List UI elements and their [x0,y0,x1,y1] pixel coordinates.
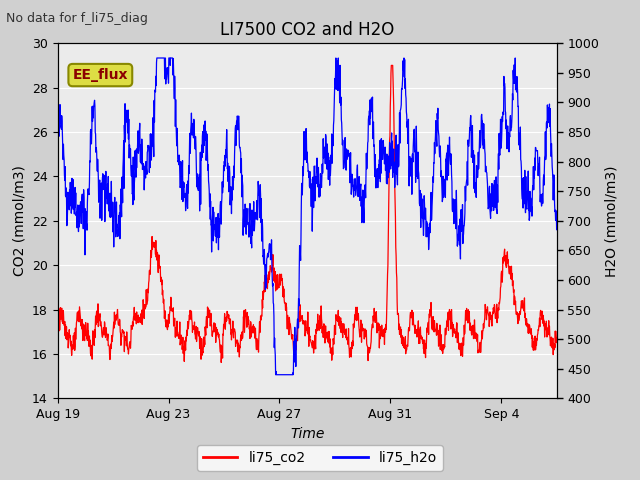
Text: No data for f_li75_diag: No data for f_li75_diag [6,12,148,25]
Y-axis label: CO2 (mmol/m3): CO2 (mmol/m3) [12,166,26,276]
Title: LI7500 CO2 and H2O: LI7500 CO2 and H2O [220,21,394,39]
Y-axis label: H2O (mmol/m3): H2O (mmol/m3) [605,165,619,276]
X-axis label: Time: Time [290,427,324,441]
Text: EE_flux: EE_flux [72,68,128,82]
Legend: li75_co2, li75_h2o: li75_co2, li75_h2o [197,445,443,471]
